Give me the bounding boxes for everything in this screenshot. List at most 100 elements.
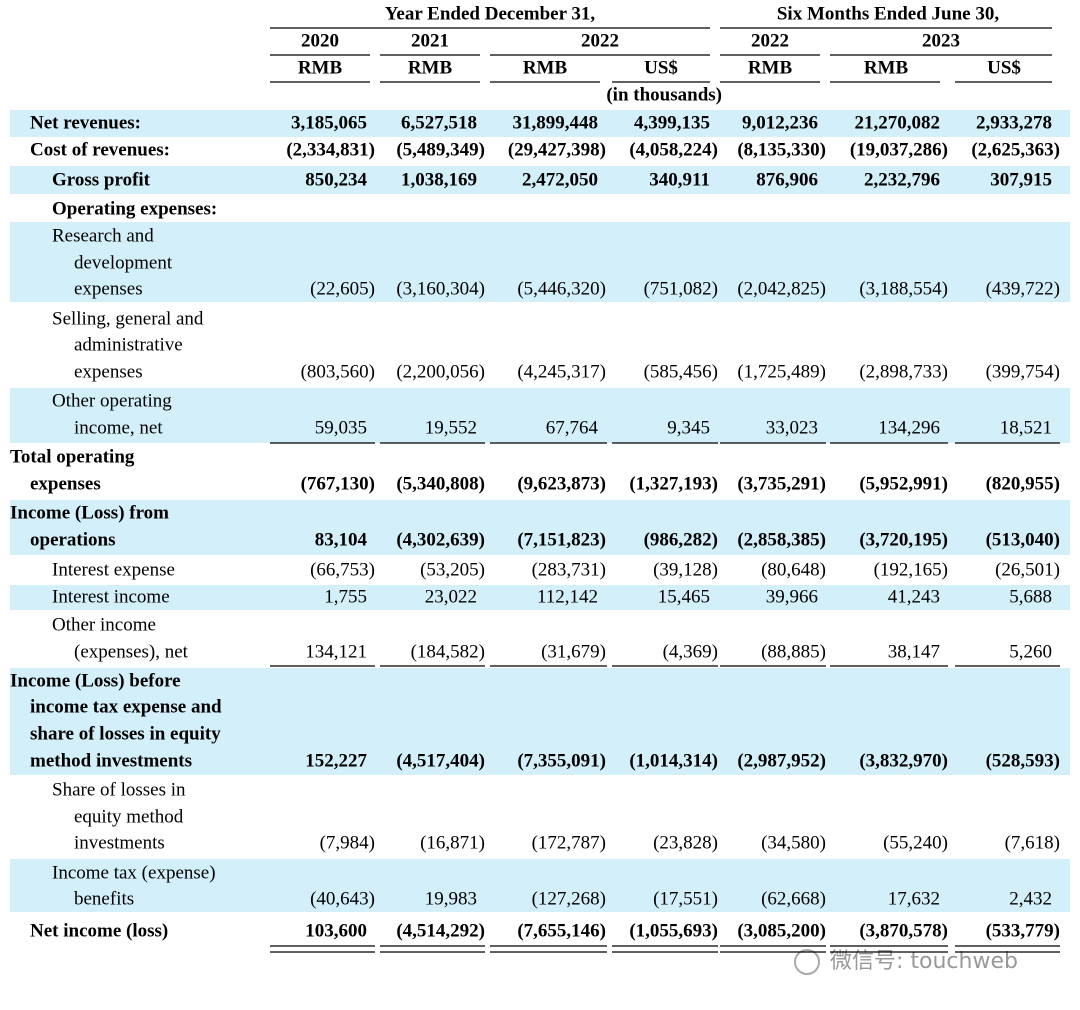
row-label: Operating expenses: xyxy=(52,198,217,219)
group-header: Year Ended December 31, xyxy=(385,3,596,24)
cell-value: (8,135,330) xyxy=(737,139,826,160)
cell-value: (4,058,224) xyxy=(629,139,718,160)
row-label: income tax expense and xyxy=(30,696,222,717)
cell-value: 17,632 xyxy=(888,888,940,909)
row-label: income, net xyxy=(74,417,163,438)
cell-value: (4,517,404) xyxy=(396,750,485,771)
row-label: Net revenues: xyxy=(30,112,141,133)
cell-value: (184,582) xyxy=(411,641,485,662)
cell-value: 112,142 xyxy=(537,586,598,607)
cell-value: (80,648) xyxy=(761,559,826,580)
cell-value: (34,580) xyxy=(761,832,826,853)
cell-value: 2,472,050 xyxy=(522,169,598,190)
row-label: benefits xyxy=(74,888,134,909)
year-header: 2021 xyxy=(411,30,449,51)
cell-value: (66,753) xyxy=(310,559,375,580)
cell-value: 1,038,169 xyxy=(401,169,477,190)
row-label: Income (Loss) before xyxy=(10,670,181,691)
cell-value: 876,906 xyxy=(756,169,818,190)
row-label: operations xyxy=(30,529,116,550)
cell-value: (283,731) xyxy=(532,559,606,580)
cell-value: (26,501) xyxy=(995,559,1060,580)
currency-header: RMB xyxy=(523,57,568,78)
row-label: investments xyxy=(74,832,165,853)
cell-value: (1,055,693) xyxy=(629,920,718,941)
row-label: development xyxy=(74,252,173,273)
cell-value: 152,227 xyxy=(305,750,367,771)
cell-value: (1,725,489) xyxy=(737,361,826,382)
cell-value: (820,955) xyxy=(986,473,1060,494)
cell-value: (585,456) xyxy=(644,361,718,382)
row-label: Interest expense xyxy=(52,559,175,580)
row-label: Cost of revenues: xyxy=(30,139,170,160)
cell-value: (399,754) xyxy=(986,361,1060,382)
cell-value: (40,643) xyxy=(310,888,375,909)
cell-value: (533,779) xyxy=(986,920,1060,941)
cell-value: 9,012,236 xyxy=(742,112,818,133)
row-label: Selling, general and xyxy=(52,308,204,329)
cell-value: 15,465 xyxy=(658,586,710,607)
cell-value: (528,593) xyxy=(986,750,1060,771)
cell-value: (7,151,823) xyxy=(517,529,606,550)
cell-value: (3,720,195) xyxy=(859,529,948,550)
row-shading xyxy=(10,585,1070,610)
cell-value: (7,655,146) xyxy=(517,920,606,941)
row-label: (expenses), net xyxy=(74,641,189,662)
cell-value: (2,858,385) xyxy=(737,529,826,550)
unit-note: (in thousands) xyxy=(606,84,722,105)
cell-value: (5,446,320) xyxy=(517,278,606,299)
cell-value: (2,898,733) xyxy=(859,361,948,382)
cell-value: (7,355,091) xyxy=(517,750,606,771)
cell-value: (3,188,554) xyxy=(859,278,948,299)
row-shading xyxy=(10,859,1070,912)
cell-value: (55,240) xyxy=(883,832,948,853)
cell-value: (986,282) xyxy=(644,529,718,550)
cell-value: 23,022 xyxy=(425,586,477,607)
cell-value: 9,345 xyxy=(667,417,710,438)
cell-value: (127,268) xyxy=(532,888,606,909)
cell-value: (16,871) xyxy=(420,832,485,853)
cell-value: 41,243 xyxy=(888,586,940,607)
cell-value: (513,040) xyxy=(986,529,1060,550)
cell-value: (4,514,292) xyxy=(396,920,485,941)
row-label: expenses xyxy=(74,361,143,382)
cell-value: (9,623,873) xyxy=(517,473,606,494)
cell-value: 1,755 xyxy=(324,586,367,607)
cell-value: (39,128) xyxy=(653,559,718,580)
watermark: 微信号: touchweb xyxy=(794,949,1018,975)
cell-value: (1,014,314) xyxy=(629,750,718,771)
watermark-icon xyxy=(794,949,820,975)
row-label: Total operating xyxy=(10,446,135,467)
cell-value: (4,369) xyxy=(663,641,718,662)
currency-header: US$ xyxy=(987,57,1021,78)
row-shading xyxy=(10,110,1070,137)
cell-value: (31,679) xyxy=(541,641,606,662)
cell-value: 3,185,065 xyxy=(291,112,367,133)
row-label: administrative xyxy=(74,334,183,355)
shading xyxy=(10,110,1070,912)
cell-value: 103,600 xyxy=(305,920,367,941)
cell-value: (2,200,056) xyxy=(396,361,485,382)
year-header: 2022 xyxy=(581,30,619,51)
currency-header: US$ xyxy=(644,57,678,78)
cell-value: (5,952,991) xyxy=(859,473,948,494)
cell-value: (53,205) xyxy=(420,559,485,580)
cell-value: (4,302,639) xyxy=(396,529,485,550)
cell-value: (2,042,825) xyxy=(737,278,826,299)
group-header: Six Months Ended June 30, xyxy=(777,3,1000,24)
cell-value: (62,668) xyxy=(761,888,826,909)
cell-value: (803,560) xyxy=(301,361,375,382)
cell-value: (3,085,200) xyxy=(737,920,826,941)
cell-value: 5,260 xyxy=(1009,641,1052,662)
cell-value: 31,899,448 xyxy=(513,112,599,133)
cell-value: (4,245,317) xyxy=(517,361,606,382)
row-label: Income tax (expense) xyxy=(52,862,216,883)
currency-header: RMB xyxy=(298,57,343,78)
row-label: expenses xyxy=(30,473,101,494)
year-header: 2023 xyxy=(922,30,960,51)
currency-header: RMB xyxy=(748,57,793,78)
cell-value: (19,037,286) xyxy=(850,139,948,160)
cell-value: (172,787) xyxy=(532,832,606,853)
